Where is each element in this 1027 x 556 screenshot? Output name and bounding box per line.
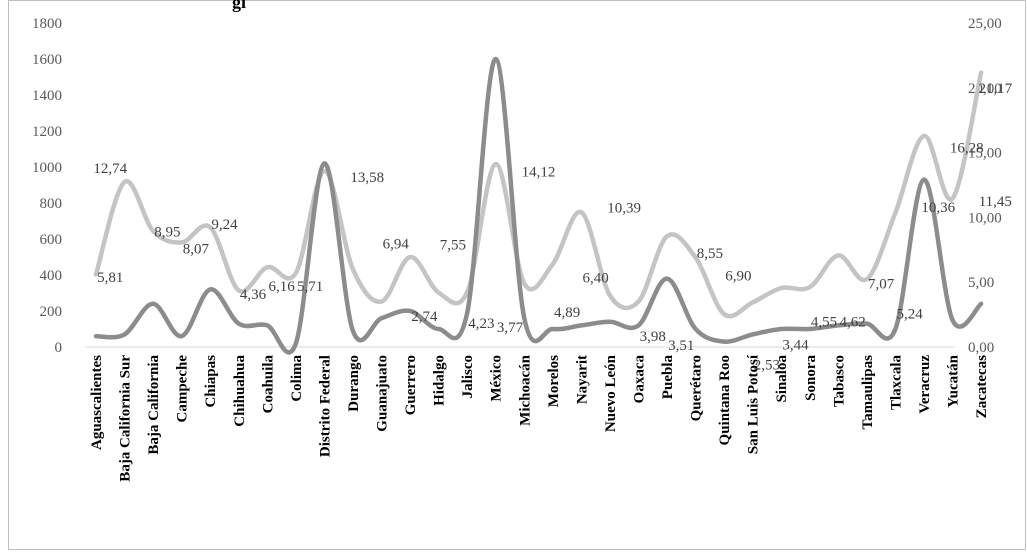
category-label: Quintana Roo	[717, 355, 733, 445]
category-label: Sinaloa	[774, 355, 790, 403]
right-axis-tick-label: 15,00	[968, 146, 1002, 162]
category-label: Chiapas	[203, 355, 219, 408]
category-label: Sonora	[803, 355, 819, 401]
data-label: 5,71	[297, 279, 323, 295]
right-axis-tick-label: 0,00	[968, 340, 994, 356]
data-label: 3,77	[497, 320, 524, 336]
category-label: Guerrero	[403, 355, 419, 415]
data-label: 16,28	[950, 140, 984, 156]
data-label: 4,62	[839, 315, 865, 331]
data-label: 6,40	[583, 271, 609, 287]
category-label: Morelos	[546, 355, 562, 407]
data-label: 2,53	[754, 357, 780, 373]
category-label: Baja California Sur	[118, 355, 134, 482]
data-label: 6,16	[268, 279, 295, 295]
left-axis-tick-label: 1000	[32, 160, 62, 176]
category-label: México	[489, 355, 505, 402]
category-labels-layer: Aguascalientes Baja California Sur Baja Ca…	[89, 354, 990, 482]
data-label: 4,89	[554, 305, 580, 321]
left-axis-tick-label: 1800	[32, 16, 62, 32]
data-label: 8,95	[154, 225, 180, 241]
category-label: Coahuila	[260, 355, 276, 414]
series-line-right-axis	[93, 70, 984, 319]
data-label: 10,36	[921, 200, 955, 216]
left-axis-tick-label: 1200	[32, 124, 62, 140]
category-label: Tamaulipas	[860, 355, 876, 430]
data-label: 6,90	[725, 269, 751, 285]
category-label: Yucatán	[946, 354, 962, 407]
right-axis-tick-label: 5,00	[968, 275, 994, 291]
category-label: Campeche	[175, 355, 191, 423]
left-axis-tick-label: 200	[40, 304, 63, 320]
series-line-left-axis	[93, 56, 984, 355]
left-axis-tick-label: 600	[40, 232, 63, 248]
category-label: Baja California	[146, 355, 162, 455]
category-label: Nuevo León	[603, 354, 619, 432]
data-label: 5,24	[897, 306, 924, 322]
left-axis-tick-label: 1600	[32, 52, 62, 68]
category-label: Distrito Federal	[317, 355, 333, 457]
data-label: 4,23	[468, 316, 494, 332]
category-label: Puebla	[660, 355, 676, 400]
left-axis-tick-label: 1400	[32, 88, 62, 104]
category-label: Durango	[346, 355, 362, 412]
data-label: 13,58	[350, 170, 384, 186]
category-label: Hidalgo	[432, 355, 448, 406]
data-label: 3,98	[640, 329, 666, 345]
data-label: 4,36	[240, 287, 267, 303]
data-label: 7,07	[868, 276, 895, 292]
data-label: 3,44	[782, 337, 809, 353]
category-label: Tlaxcala	[888, 355, 904, 410]
category-label: Zacatecas	[974, 355, 990, 418]
data-label: 9,24	[211, 217, 238, 233]
data-label: 7,55	[440, 238, 466, 254]
category-label: Michoacán	[517, 354, 533, 425]
data-label: 6,94	[383, 236, 410, 252]
data-label: 2,74	[411, 309, 438, 325]
data-label: 14,12	[522, 164, 556, 180]
category-label: Chihuahua	[232, 355, 248, 427]
left-axis-tick-label: 800	[40, 196, 63, 212]
left-axis-tick-label: 400	[40, 268, 63, 284]
category-label: Colima	[289, 355, 305, 402]
left-axis-tick-label: 0	[55, 340, 63, 356]
data-label: 8,07	[183, 242, 210, 258]
right-axis-tick-label: 10,00	[968, 210, 1002, 226]
data-label: 10,39	[607, 201, 641, 217]
category-label: Aguascalientes	[89, 355, 105, 450]
category-label: Guanajuato	[375, 355, 391, 432]
chart-title: gi	[232, 0, 246, 12]
category-label: Oaxaca	[631, 355, 647, 404]
data-labels-layer: 12,74 5,81 8,958,079,24 4,36 6,16 5,71 13,58 6,…	[93, 81, 1012, 374]
data-label: 11,45	[979, 194, 1012, 210]
category-label: Nayarit	[574, 355, 590, 404]
category-label: Tabasco	[831, 355, 847, 407]
left-axis: 0 200 400 600 800 1000 1200 1400 1600 1800	[32, 16, 62, 356]
category-label: Veracruz	[917, 355, 933, 414]
data-label: 3,51	[668, 338, 694, 354]
category-label: San Luis Potosí	[746, 354, 762, 454]
data-label: 21,17	[978, 81, 1012, 97]
series-layer	[93, 56, 984, 355]
right-axis-tick-label: 25,00	[968, 16, 1002, 32]
data-label: 5,81	[97, 270, 123, 286]
data-label: 12,74	[93, 161, 127, 177]
category-label: Querétaro	[689, 355, 705, 421]
data-label: 8,55	[697, 246, 723, 262]
category-label: Jalisco	[460, 355, 476, 398]
data-label: 4,55	[811, 315, 837, 331]
